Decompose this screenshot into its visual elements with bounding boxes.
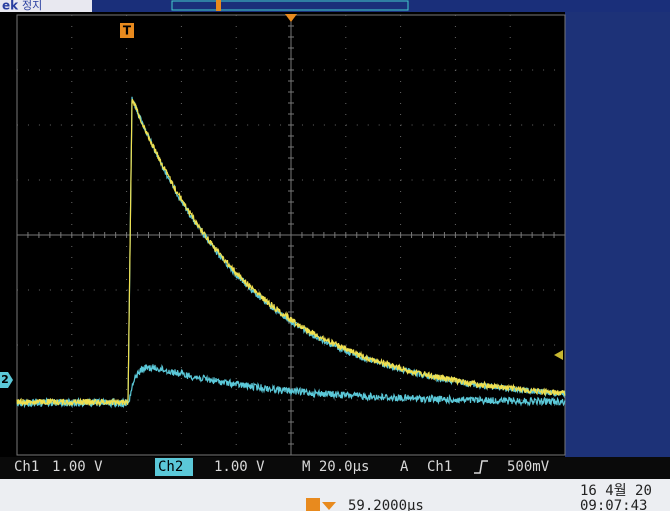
brand: ek [2, 0, 19, 13]
trigger-source: Ch1 [427, 459, 452, 475]
ch2-marker: 2 [1, 373, 9, 386]
run-status: 정지 [22, 0, 42, 12]
traces [16, 96, 566, 409]
rising-edge-icon [474, 460, 488, 474]
top-bar [0, 0, 670, 12]
trigger-mode: A [400, 459, 409, 475]
trigger-time-marker [285, 14, 297, 22]
time: 09:07:43 [580, 498, 647, 511]
ch2-marker-box [0, 372, 13, 388]
ch2-label-box [155, 458, 193, 476]
ch1-trace [16, 99, 566, 407]
timebase: M 20.0µs [302, 459, 369, 475]
ch1-label: Ch1 [14, 459, 39, 475]
trigger-marker-box [120, 23, 134, 38]
trigger-offset: 59.2000µs [348, 498, 424, 511]
record-view [171, 0, 409, 11]
trigger-offset-icon [306, 498, 320, 511]
date: 16 4월 20 [580, 483, 652, 499]
trigger-level-marker [554, 350, 563, 360]
trigger-marker: T [123, 24, 132, 38]
ch1-scale: 1.00 V [52, 459, 103, 475]
record-marker [216, 0, 221, 11]
side-panel [565, 12, 670, 457]
footer [0, 479, 670, 511]
trigger-level: 500mV [507, 459, 550, 475]
ch2-scale: 1.00 V [214, 459, 265, 475]
trigger-offset-arrow [322, 502, 336, 510]
graticule [16, 14, 566, 456]
ch2-label: Ch2 [158, 459, 183, 475]
ch2-trace [16, 363, 566, 409]
brand-box [0, 0, 92, 12]
